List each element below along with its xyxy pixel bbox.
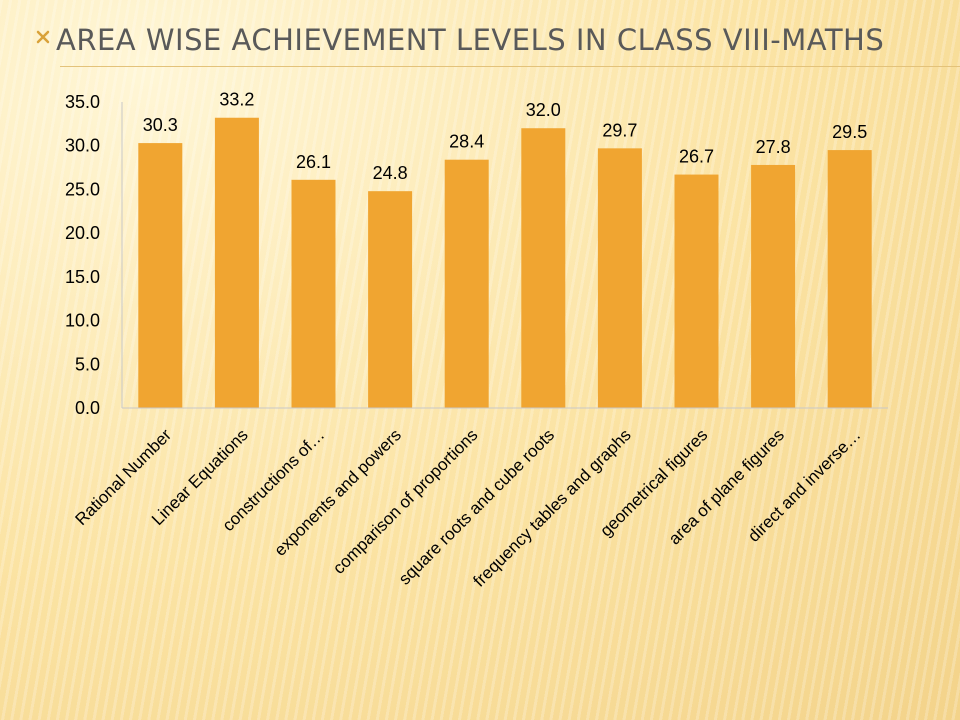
title-rule (60, 66, 960, 67)
y-tick-label: 25.0 (65, 179, 100, 199)
bar-value-label: 28.4 (449, 132, 484, 152)
bar (291, 179, 336, 408)
bar-value-label: 24.8 (373, 163, 408, 183)
bar-value-label: 30.3 (143, 115, 178, 135)
bullet-x-icon (36, 30, 50, 44)
data-labels: 30.3 33.2 26.1 24.8 28.4 32.0 29.7 26.7 27.8 29.5 (143, 90, 867, 183)
bar (444, 159, 489, 408)
bar-value-label: 29.5 (832, 122, 867, 142)
y-tick-label: 30.0 (65, 136, 100, 156)
bar (674, 174, 719, 408)
bar (827, 150, 872, 409)
x-category-label: frequency tables and graphs (470, 425, 635, 590)
y-tick-label: 10.0 (65, 311, 100, 331)
y-tick-label: 15.0 (65, 267, 100, 287)
bar-value-label: 26.1 (296, 152, 331, 172)
bar (521, 128, 566, 408)
x-category-label: comparison of proportions (329, 425, 481, 577)
y-axis: 0.0 5.0 10.0 15.0 20.0 25.0 30.0 35.0 (65, 92, 100, 418)
slide-title: Area wise achievement levels in Class VI… (56, 23, 885, 57)
bar-value-label: 29.7 (602, 120, 637, 140)
bar (368, 191, 413, 408)
y-tick-label: 5.0 (75, 354, 100, 374)
bar-series (138, 117, 872, 409)
y-tick-label: 0.0 (75, 398, 100, 418)
bar-value-label: 27.8 (756, 137, 791, 157)
bar-value-label: 33.2 (219, 90, 254, 110)
bar (597, 148, 642, 408)
x-category-label: exponents and powers (271, 425, 405, 559)
x-category-label: square roots and cube roots (395, 425, 558, 588)
y-tick-label: 35.0 (65, 92, 100, 112)
bar (214, 117, 259, 408)
bar-value-label: 26.7 (679, 147, 714, 167)
bar (751, 164, 796, 408)
bar-value-label: 32.0 (526, 100, 561, 120)
bar (138, 143, 183, 408)
y-tick-label: 20.0 (65, 223, 100, 243)
